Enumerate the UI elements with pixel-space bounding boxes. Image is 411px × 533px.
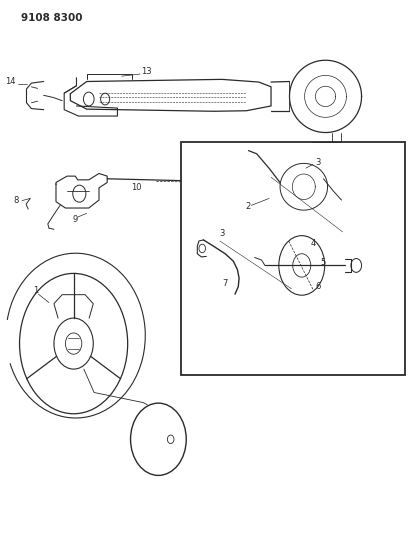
Text: 9108 8300: 9108 8300 [21, 13, 83, 23]
Text: 9: 9 [73, 215, 78, 224]
Text: 8: 8 [13, 196, 19, 205]
Circle shape [131, 403, 186, 475]
Text: 3: 3 [315, 158, 321, 167]
Text: 4: 4 [310, 239, 316, 248]
Text: 3: 3 [219, 229, 224, 238]
Text: 7: 7 [222, 279, 228, 288]
Text: 5: 5 [321, 259, 326, 267]
Text: 14: 14 [5, 77, 16, 86]
Text: 13: 13 [141, 67, 151, 76]
Text: 2: 2 [245, 203, 251, 212]
Text: 6: 6 [316, 282, 321, 291]
Text: 1: 1 [33, 286, 38, 295]
Text: 10: 10 [131, 183, 141, 192]
Text: 12: 12 [150, 413, 161, 422]
Bar [181, 142, 405, 375]
